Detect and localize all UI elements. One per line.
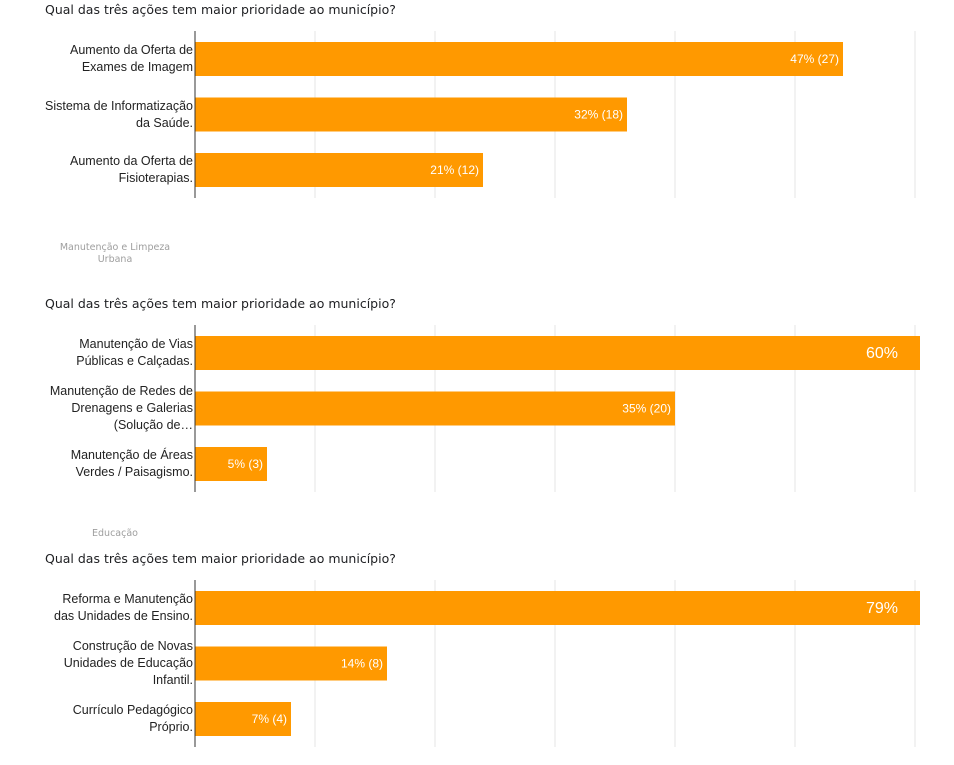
value-label: 5% (3) [228,457,263,471]
bar [195,391,675,426]
category-label: Reforma e Manutenção das Unidades de Ens… [45,581,193,635]
category-label: Manutenção de Áreas Verdes / Paisagismo. [45,437,193,491]
category-text: Construção de Novas Unidades de Educação… [63,639,193,687]
value-label: 21% (12) [430,163,479,177]
category-label: Construção de Novas Unidades de Educação… [45,637,193,691]
category-label: Currículo Pedagógico Próprio. [45,692,193,746]
bar [195,336,920,370]
bars [195,591,920,736]
bar [195,153,483,187]
category-text: Reforma e Manutenção das Unidades de Ens… [54,592,193,623]
category-text: Sistema de Informatização da Saúde. [45,98,193,130]
value-label: 60% [866,345,898,362]
bars [195,42,843,187]
chart-title: Qual das três ações tem maior prioridade… [45,551,396,566]
category-text: Manutenção de Redes de Drenagens e Galer… [49,384,193,432]
category-label: Aumento da Oferta de Exames de Imagem [45,32,193,86]
value-label: 14% (8) [341,657,383,671]
value-label: 7% (4) [252,712,287,726]
chart: 47% (27) 32% (18) 21% (12) [194,31,916,198]
bars [195,336,920,481]
category-text: Manutenção de Vias Públicas e Calçadas. [76,337,193,368]
chart: 60% 35% (20) 5% (3) [194,325,920,492]
bar [195,702,291,736]
chart-title: Qual das três ações tem maior prioridade… [45,296,396,311]
value-label: 47% (27) [790,52,839,66]
value-label: 32% (18) [574,108,623,122]
section-label: Manutenção e Limpeza Urbana [59,242,171,265]
category-label: Sistema de Informatização da Saúde. [45,88,193,142]
category-label: Manutenção de Redes de Drenagens e Galer… [45,382,193,436]
category-text: Aumento da Oferta de Exames de Imagem [70,43,193,74]
value-label: 79% [866,600,898,617]
bar [195,646,387,681]
bar [195,591,920,625]
bar [195,97,627,132]
category-text: Currículo Pedagógico Próprio. [72,703,193,734]
bar [195,42,843,76]
value-label: 35% (20) [622,402,671,416]
category-text: Aumento da Oferta de Fisioterapias. [70,154,193,185]
chart-title: Qual das três ações tem maior prioridade… [45,2,396,17]
bar [195,447,267,481]
chart: 79% 14% (8) 7% (4) [194,580,920,747]
category-label: Aumento da Oferta de Fisioterapias. [45,143,193,197]
category-text: Manutenção de Áreas Verdes / Paisagismo. [70,448,193,479]
category-label: Manutenção de Vias Públicas e Calçadas. [45,326,193,380]
section-label: Educação [92,528,138,539]
